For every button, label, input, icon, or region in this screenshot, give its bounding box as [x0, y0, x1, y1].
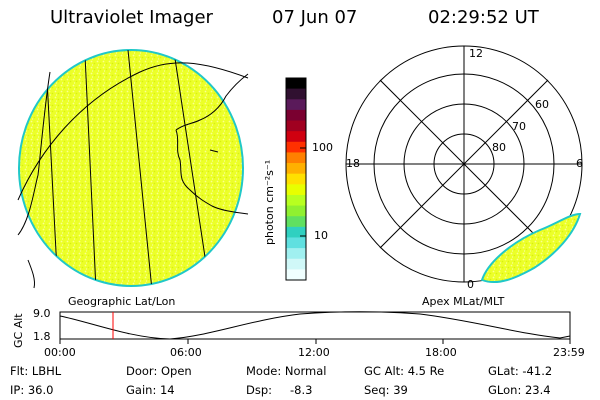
- orbit-xtick-2359: 23:59: [553, 346, 585, 359]
- colorbar-segment: [286, 99, 306, 111]
- mlt-label-0: 0: [467, 278, 474, 291]
- colorbar-segment: [286, 216, 306, 228]
- polar-plot: [345, 45, 583, 283]
- orbit-xtick-1200: 12:00: [298, 346, 330, 359]
- time-label: 02:29:52 UT: [428, 7, 539, 28]
- mlt-label-18: 18: [346, 157, 360, 170]
- colorbar-tick-10: 10: [314, 229, 328, 242]
- mode-info: Mode: Normal: [246, 364, 327, 378]
- gc-alt-info: GC Alt: 4.5 Re: [364, 364, 445, 378]
- colorbar-segment: [286, 237, 306, 249]
- polar-map-label: Apex MLat/MLT: [422, 295, 505, 308]
- glon-info: GLon: 23.4: [488, 383, 551, 397]
- colorbar-segment: [286, 248, 306, 260]
- geo-map-label: Geographic Lat/Lon: [68, 295, 176, 308]
- lat-label-80: 80: [492, 141, 506, 154]
- colorbar-segment: [286, 194, 306, 207]
- colorbar-segment: [286, 131, 306, 143]
- mlt-label-6: 6: [576, 157, 583, 170]
- date-label: 07 Jun 07: [272, 7, 358, 28]
- colorbar-segment: [286, 258, 306, 270]
- orbit-ytick-1-8: 1.8: [33, 330, 51, 343]
- glat-info: GLat: -41.2: [488, 364, 553, 378]
- colorbar-tick-100: 100: [312, 141, 333, 154]
- colorbar-segment: [286, 269, 306, 281]
- colorbar-segment: [286, 184, 306, 196]
- mlt-label-12: 12: [469, 47, 483, 60]
- lat-label-60: 60: [535, 98, 549, 111]
- colorbar-segment: [286, 109, 306, 122]
- filter-info: Flt: LBHL: [10, 364, 62, 378]
- orbit-ylabel: GC Alt: [12, 313, 25, 348]
- colorbar-segment: [286, 205, 306, 217]
- colorbar-segment: [286, 88, 306, 100]
- earth-disk-image: [17, 49, 249, 289]
- orbit-xtick-1800: 18:00: [425, 346, 457, 359]
- orbit-xtick-0600: 06:00: [170, 346, 202, 359]
- colorbar-unit-label: photon cm⁻²s⁻¹: [263, 159, 276, 245]
- seq-info: Seq: 39: [364, 383, 408, 397]
- lat-label-70: 70: [512, 120, 526, 133]
- auroral-oval-image: [480, 212, 582, 284]
- dsp-label: Dsp:: [246, 383, 273, 397]
- gain-info: Gain: 14: [126, 383, 175, 397]
- colorbar-frame: [285, 77, 307, 281]
- app-title: Ultraviolet Imager: [50, 7, 213, 28]
- colorbar-segment: [286, 141, 306, 154]
- orbit-xtick-0000: 00:00: [44, 346, 76, 359]
- orbit-ytick-9: 9.0: [33, 307, 51, 320]
- colorbar-segment: [286, 173, 306, 185]
- colorbar-segment: [286, 226, 306, 239]
- colorbar-segment: [286, 152, 306, 164]
- colorbar: [286, 78, 306, 281]
- colorbar-segment: [286, 78, 306, 90]
- colorbar-segment: [286, 120, 306, 132]
- ip-info: IP: 36.0: [10, 383, 54, 397]
- door-info: Door: Open: [126, 364, 192, 378]
- orbit-plot: [59, 311, 571, 344]
- colorbar-segment: [286, 163, 306, 175]
- dsp-value: -8.3: [290, 383, 313, 397]
